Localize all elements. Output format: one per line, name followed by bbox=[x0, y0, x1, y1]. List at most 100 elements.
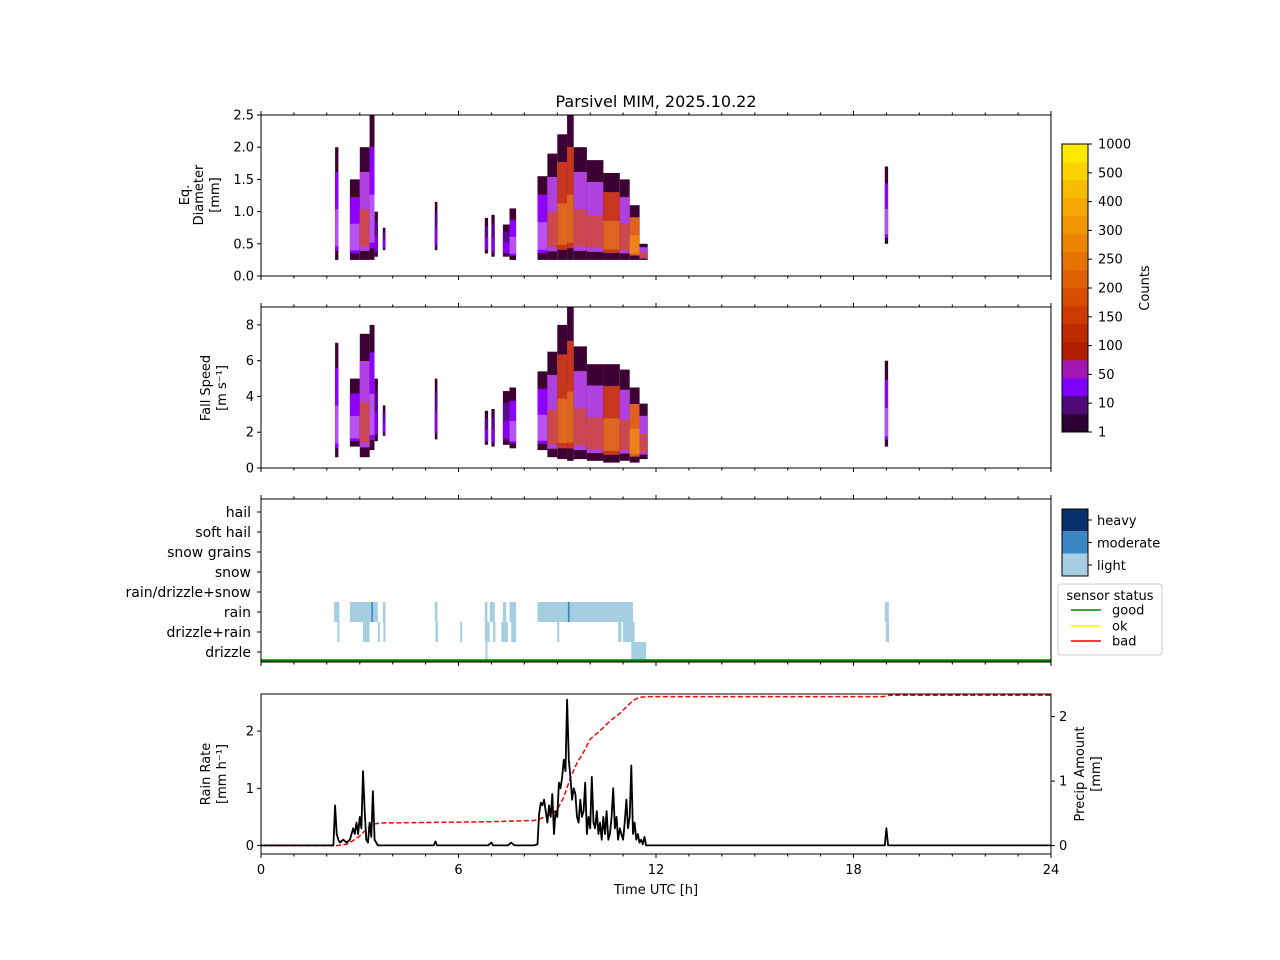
colorbar-tick-label: 200 bbox=[1098, 282, 1123, 297]
heatmap-cell bbox=[359, 401, 370, 443]
precip-type-segment bbox=[618, 622, 622, 642]
precip-type-segment bbox=[372, 602, 378, 622]
intensity-label-light: light bbox=[1097, 559, 1126, 574]
fall-speed-heatmap-cells bbox=[335, 307, 889, 463]
precip-type-segment bbox=[885, 622, 890, 642]
colorbar-tick-label: 150 bbox=[1098, 310, 1123, 325]
category-label: rain bbox=[224, 605, 251, 621]
heatmap-cell bbox=[586, 417, 604, 450]
colorbar-cell bbox=[1062, 216, 1088, 235]
heatmap-cell bbox=[502, 420, 510, 439]
heatmap-cell bbox=[369, 194, 375, 243]
heatmap-cell bbox=[335, 405, 339, 444]
heatmap-cell bbox=[537, 222, 548, 250]
heatmap-cell bbox=[434, 412, 438, 433]
diameter-heatmap-cells bbox=[335, 115, 889, 260]
precip-type-segment bbox=[567, 602, 570, 622]
precip-type-segment bbox=[371, 602, 374, 622]
y-tick-label: 0 bbox=[1059, 839, 1067, 854]
precip-type-segment bbox=[884, 602, 889, 622]
fall-speed-x-ticks bbox=[260, 303, 1052, 472]
precip-type-segment bbox=[377, 622, 380, 642]
diameter-y-axis: 0.0 0.5 1.0 1.5 2.0 2.5 bbox=[233, 109, 261, 285]
precip-type-segment bbox=[557, 622, 560, 642]
colorbar-label: Counts bbox=[1138, 265, 1153, 311]
rain-rate-axes-frame bbox=[260, 693, 1052, 855]
sensor-legend-good-label: good bbox=[1112, 604, 1144, 619]
colorbar-cell bbox=[1062, 198, 1088, 217]
intensity-label-heavy: heavy bbox=[1097, 514, 1137, 529]
precip-amount-ylabel-line1: Precip Amount bbox=[1073, 727, 1088, 822]
colorbar-tick-label: 250 bbox=[1098, 253, 1123, 268]
heatmap-cell bbox=[547, 409, 558, 445]
heatmap-cell bbox=[603, 220, 620, 250]
heatmap-cell bbox=[603, 418, 620, 451]
y-tick-label: 1.5 bbox=[233, 173, 254, 188]
colorbar-cells bbox=[1062, 144, 1088, 433]
heatmap-cell bbox=[557, 203, 568, 245]
heatmap-cell bbox=[369, 393, 375, 436]
fall-speed-ylabel-line1: Fall Speed bbox=[199, 355, 214, 421]
precip-type-segment bbox=[484, 622, 490, 642]
rain-rate-ylabel-line1: Rain Rate bbox=[199, 743, 214, 806]
colorbar-tick-label: 1 bbox=[1098, 426, 1106, 441]
y-tick-label: 2 bbox=[246, 426, 254, 441]
y-tick-label: 0.0 bbox=[233, 270, 254, 285]
diameter-panel: 0.0 0.5 1.0 1.5 2.0 2.5 Eq. Diameter [mm] bbox=[178, 109, 1052, 285]
heatmap-cell bbox=[629, 235, 640, 254]
colorbar-tick-label: 10 bbox=[1098, 397, 1115, 412]
y-tick-label: 8 bbox=[246, 318, 254, 333]
heatmap-cell bbox=[374, 236, 378, 252]
x-tick-label: 24 bbox=[1043, 863, 1060, 878]
precip-type-panel: drizzle drizzle+rain rain rain/drizzle+snow… bbox=[126, 495, 1052, 666]
precip-amount-line bbox=[261, 694, 1051, 847]
category-label: soft hail bbox=[195, 525, 251, 541]
heatmap-cell bbox=[567, 391, 574, 443]
heatmap-cell bbox=[586, 215, 604, 248]
y-tick-label: 1 bbox=[246, 782, 254, 797]
y-tick-label: 4 bbox=[246, 390, 254, 405]
sensor-legend-box bbox=[1057, 583, 1163, 656]
counts-colorbar: 1 10 50 100 150 200 250 300 400 500 1000 Counts bbox=[1061, 138, 1153, 441]
precip-type-segment bbox=[623, 622, 635, 642]
heatmap-cell bbox=[547, 212, 558, 248]
precip-type-segment bbox=[493, 622, 496, 642]
fall-speed-y-axis: 0 2 4 6 8 bbox=[246, 318, 261, 477]
sensor-status-legend: sensor status good ok bad bbox=[1057, 583, 1163, 656]
colorbar-ticks: 1 10 50 100 150 200 250 300 400 500 1000 bbox=[1088, 138, 1131, 441]
diameter-ylabel-line3: [mm] bbox=[208, 177, 223, 212]
precip-type-segment bbox=[484, 602, 488, 622]
precip-type-segment bbox=[382, 602, 386, 622]
heatmap-cell bbox=[537, 414, 548, 441]
heatmap-cell bbox=[491, 237, 495, 252]
fall-speed-ylabel-line2: [m s⁻¹] bbox=[215, 365, 230, 411]
precip-type-segment bbox=[501, 622, 508, 642]
precip-type-segment bbox=[337, 622, 340, 642]
precip-type-segment bbox=[363, 622, 370, 642]
intensity-label-moderate: moderate bbox=[1097, 537, 1160, 552]
rain-rate-ylabel-line2: [mm h⁻¹] bbox=[215, 744, 230, 804]
x-tick-label: 12 bbox=[648, 863, 665, 878]
y-tick-label: 2.5 bbox=[233, 109, 254, 124]
precip-type-segment bbox=[434, 602, 438, 622]
colorbar-tick-label: 500 bbox=[1098, 166, 1123, 181]
heatmap-cell bbox=[502, 242, 510, 253]
category-label: rain/drizzle+snow bbox=[126, 585, 251, 601]
fall-speed-panel: 0 2 4 6 8 Fall Speed [m s⁻¹] bbox=[199, 303, 1052, 477]
heatmap-cell bbox=[639, 434, 648, 453]
heatmap-cell bbox=[573, 408, 587, 446]
precip-type-y-axis: drizzle drizzle+rain rain rain/drizzle+snow… bbox=[126, 505, 261, 661]
y-tick-label: 6 bbox=[246, 354, 254, 369]
colorbar-cell bbox=[1062, 270, 1088, 289]
colorbar-cell bbox=[1062, 144, 1088, 163]
colorbar-cell bbox=[1062, 342, 1088, 361]
heatmap-cell bbox=[491, 429, 495, 442]
sensor-legend-title: sensor status bbox=[1066, 589, 1153, 604]
heatmap-cell bbox=[382, 240, 386, 248]
intensity-swatch-moderate bbox=[1062, 531, 1088, 554]
heatmap-cell bbox=[884, 209, 889, 235]
y-tick-label: 0.5 bbox=[233, 237, 254, 252]
colorbar-tick-label: 50 bbox=[1098, 368, 1115, 383]
heatmap-cell bbox=[335, 209, 339, 247]
